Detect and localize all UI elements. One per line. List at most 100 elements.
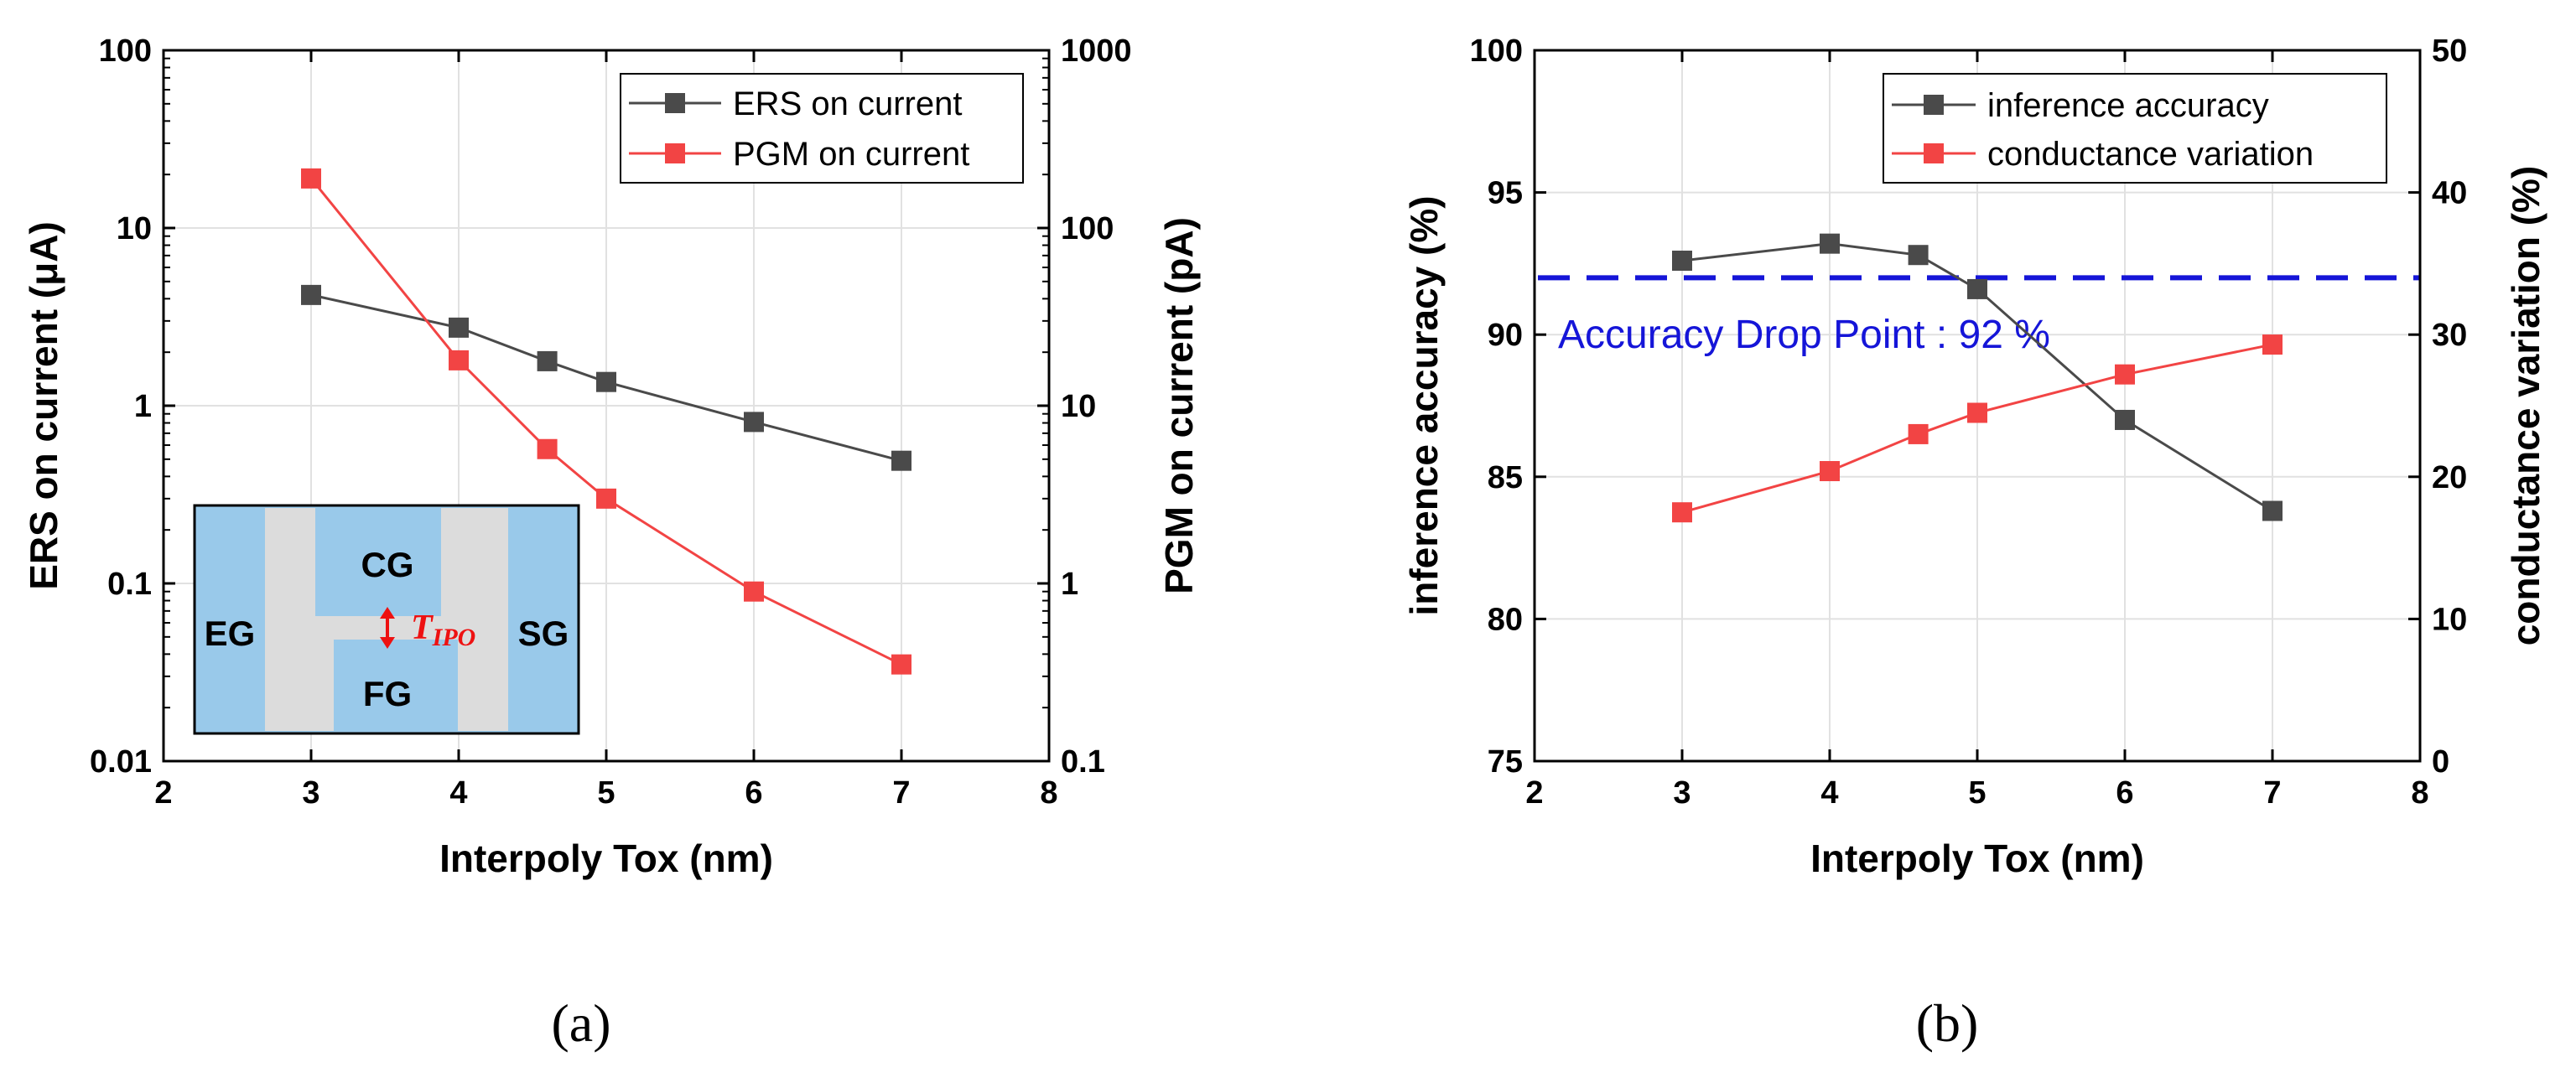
panel-b-y-right-tick-label: 0 [2432, 744, 2449, 780]
accuracy-drop-label: Accuracy Drop Point : 92 % [1558, 313, 2050, 357]
panel-a-y-left-tick-label: 100 [99, 34, 152, 69]
inset-gap-right [458, 508, 508, 731]
panel-b-y-left-tick-label: 80 [1488, 602, 1523, 637]
panel-a-pgm-on-current-point [744, 581, 764, 602]
panel-b-conductance-variation-point [1672, 502, 1692, 523]
panel-b-legend-box [1883, 73, 2387, 184]
legend-marker-ers [665, 93, 685, 113]
panel-b-x-tick-label: 4 [1820, 775, 1838, 811]
panel-b-y-left-tick-label: 95 [1488, 176, 1523, 211]
panel-a-ticks: 2 3 4 5 6 7 8 0.01 0.1 1 10 100 0.1 1 10 100 1000 [90, 34, 1132, 811]
panel-a-legend: ERS on current PGM on current [620, 73, 1024, 184]
panel-b-inference-accuracy-point [1967, 278, 1987, 299]
panel-b-y-left-tick-label: 75 [1488, 744, 1523, 780]
cell-structure-inset: CG EG SG FG TIPO [193, 504, 580, 735]
panel-b-label: (b) [1916, 993, 1979, 1053]
panel-a-pgm-on-current-point [891, 654, 911, 675]
panel-b-y-left-tick-label: 100 [1470, 34, 1523, 69]
panel-a-pgm-on-current-point [449, 350, 469, 370]
panel-b-inference-accuracy-point [2262, 500, 2283, 521]
panel-b-y-right-tick-label: 10 [2432, 602, 2467, 637]
panel-b-y-right-tick-label: 40 [2432, 176, 2467, 211]
panel-b-conductance-variation-point [1967, 402, 1987, 423]
panel-b-chart: Accuracy Drop Point : 92 % 2 3 4 5 6 7 8 75 80 85… [1402, 34, 2547, 1053]
panel-b-x-tick-label: 3 [1673, 775, 1690, 811]
panel-b-conductance-variation-point [2115, 364, 2135, 385]
inset-label-tipo: TIPO [411, 609, 475, 651]
panel-b-y-left-title: inference accuracy (%) [1402, 195, 1446, 615]
inset-gap-cg-right [441, 508, 458, 616]
panel-a-legend-box [620, 73, 1024, 184]
panel-a-pgm-on-current-point [301, 168, 321, 189]
panel-b-x-tick-label: 5 [1968, 775, 1986, 811]
panel-b-inference-accuracy-point [1672, 251, 1692, 272]
legend-marker-pgm [665, 143, 685, 163]
legend-label-pgm: PGM on current [733, 136, 969, 173]
panel-a-ers-on-current-line [310, 293, 902, 463]
panel-b-y-right-title: conductance variation (%) [2504, 166, 2547, 646]
panel-a-y-right-tick-label: 0.1 [1061, 744, 1105, 780]
legend-label-ers: ERS on current [733, 86, 962, 122]
panel-a-y-left-title: ERS on current (μA) [22, 221, 65, 590]
panel-a-ers-on-current-point [744, 412, 764, 433]
panel-a-chart: CG EG SG FG TIPO 2 3 4 5 6 7 8 0.01 0.1 1 10 100 0.1… [22, 34, 1201, 1053]
panel-a-y-right-tick-label: 100 [1061, 211, 1114, 246]
inset-gap-fg-left [315, 640, 334, 731]
panel-b-x-tick-label: 8 [2411, 775, 2428, 811]
panel-b-y-right-tick-label: 50 [2432, 34, 2467, 69]
panel-b-inference-accuracy-point [2115, 409, 2135, 430]
panel-b-y-left-tick-label: 85 [1488, 460, 1523, 495]
panel-a-y-right-tick-label: 10 [1061, 389, 1096, 424]
inset-gap-left [265, 508, 315, 731]
panel-a-x-tick-label: 4 [449, 775, 467, 811]
panel-a-ers-on-current-point [891, 450, 911, 471]
panel-a-x-tick-label: 6 [745, 775, 762, 811]
panel-b-y-right-tick-label: 20 [2432, 460, 2467, 495]
panel-b-legend: inference accuracy conductance variation [1883, 73, 2387, 184]
panel-b-conductance-variation-point [1820, 461, 1840, 482]
legend-label-accuracy: inference accuracy [1987, 87, 2269, 124]
panel-a-ers-on-current-point [596, 371, 616, 392]
inset-label-fg: FG [363, 674, 412, 713]
panel-b-ticks: 2 3 4 5 6 7 8 75 80 85 90 95 100 0 10 20 30 40 50 [1470, 34, 2468, 811]
panel-a-y-left-tick-label: 0.1 [107, 567, 152, 602]
panel-b-y-right-tick-label: 30 [2432, 318, 2467, 353]
panel-a-ers-on-current-point [537, 350, 558, 371]
panel-a-y-right-tick-label: 1 [1061, 567, 1078, 602]
panel-a-series [301, 168, 911, 675]
panel-b-inference-accuracy-point [1908, 245, 1929, 266]
panel-a-x-tick-label: 5 [597, 775, 615, 811]
inset-label-cg: CG [361, 545, 414, 584]
panel-b-series [1672, 233, 2283, 523]
panel-b-x-tick-label: 6 [2116, 775, 2133, 811]
panel-b-conductance-variation-point [1908, 423, 1929, 444]
panel-b-x-title: Interpoly Tox (nm) [1810, 837, 2144, 880]
panel-a-y-left-tick-label: 0.01 [90, 744, 152, 780]
panel-a-y-left-tick-label: 1 [134, 389, 152, 424]
panel-a-pgm-on-current-point [537, 438, 558, 459]
panel-b-inference-accuracy-line [1681, 242, 2273, 512]
panel-a-x-tick-label: 8 [1040, 775, 1057, 811]
inset-label-eg: EG [205, 614, 256, 653]
panel-b-y-left-tick-label: 90 [1488, 318, 1523, 353]
panel-a-x-tick-label: 7 [892, 775, 910, 811]
panel-b-conductance-variation-point [2262, 334, 2283, 355]
panel-a-ers-on-current-point [449, 317, 469, 338]
panel-a-pgm-on-current-point [596, 488, 616, 509]
inset-label-sg: SG [518, 614, 569, 653]
panel-a-pgm-on-current-line [309, 177, 902, 666]
panel-b-inference-accuracy-point [1820, 233, 1840, 254]
panel-a-ers-on-current-point [301, 284, 321, 305]
legend-marker-accuracy [1924, 95, 1944, 115]
panel-a-x-tick-label: 2 [154, 775, 172, 811]
panel-b-x-tick-label: 2 [1525, 775, 1543, 811]
legend-label-variation: conductance variation [1987, 136, 2314, 173]
panel-a-y-left-tick-label: 10 [117, 211, 152, 246]
panel-b-conductance-variation-line [1681, 343, 2273, 514]
legend-marker-variation [1924, 143, 1944, 163]
panel-a-x-tick-label: 3 [302, 775, 319, 811]
panel-a-label: (a) [551, 993, 610, 1053]
panel-a-y-right-title: PGM on current (pA) [1157, 217, 1201, 594]
panel-a-x-title: Interpoly Tox (nm) [439, 837, 773, 880]
